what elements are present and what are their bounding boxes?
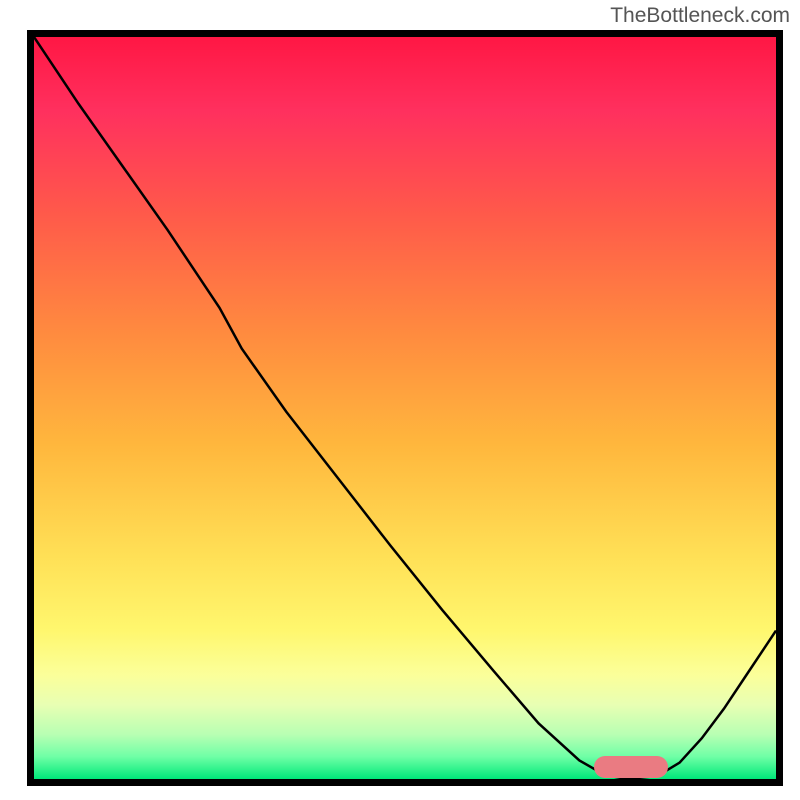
bottleneck-curve (34, 37, 776, 779)
optimal-marker-pill (594, 756, 668, 778)
watermark-text: TheBottleneck.com (610, 4, 790, 28)
chart-plot-area (34, 37, 776, 779)
curve-path (34, 37, 776, 779)
